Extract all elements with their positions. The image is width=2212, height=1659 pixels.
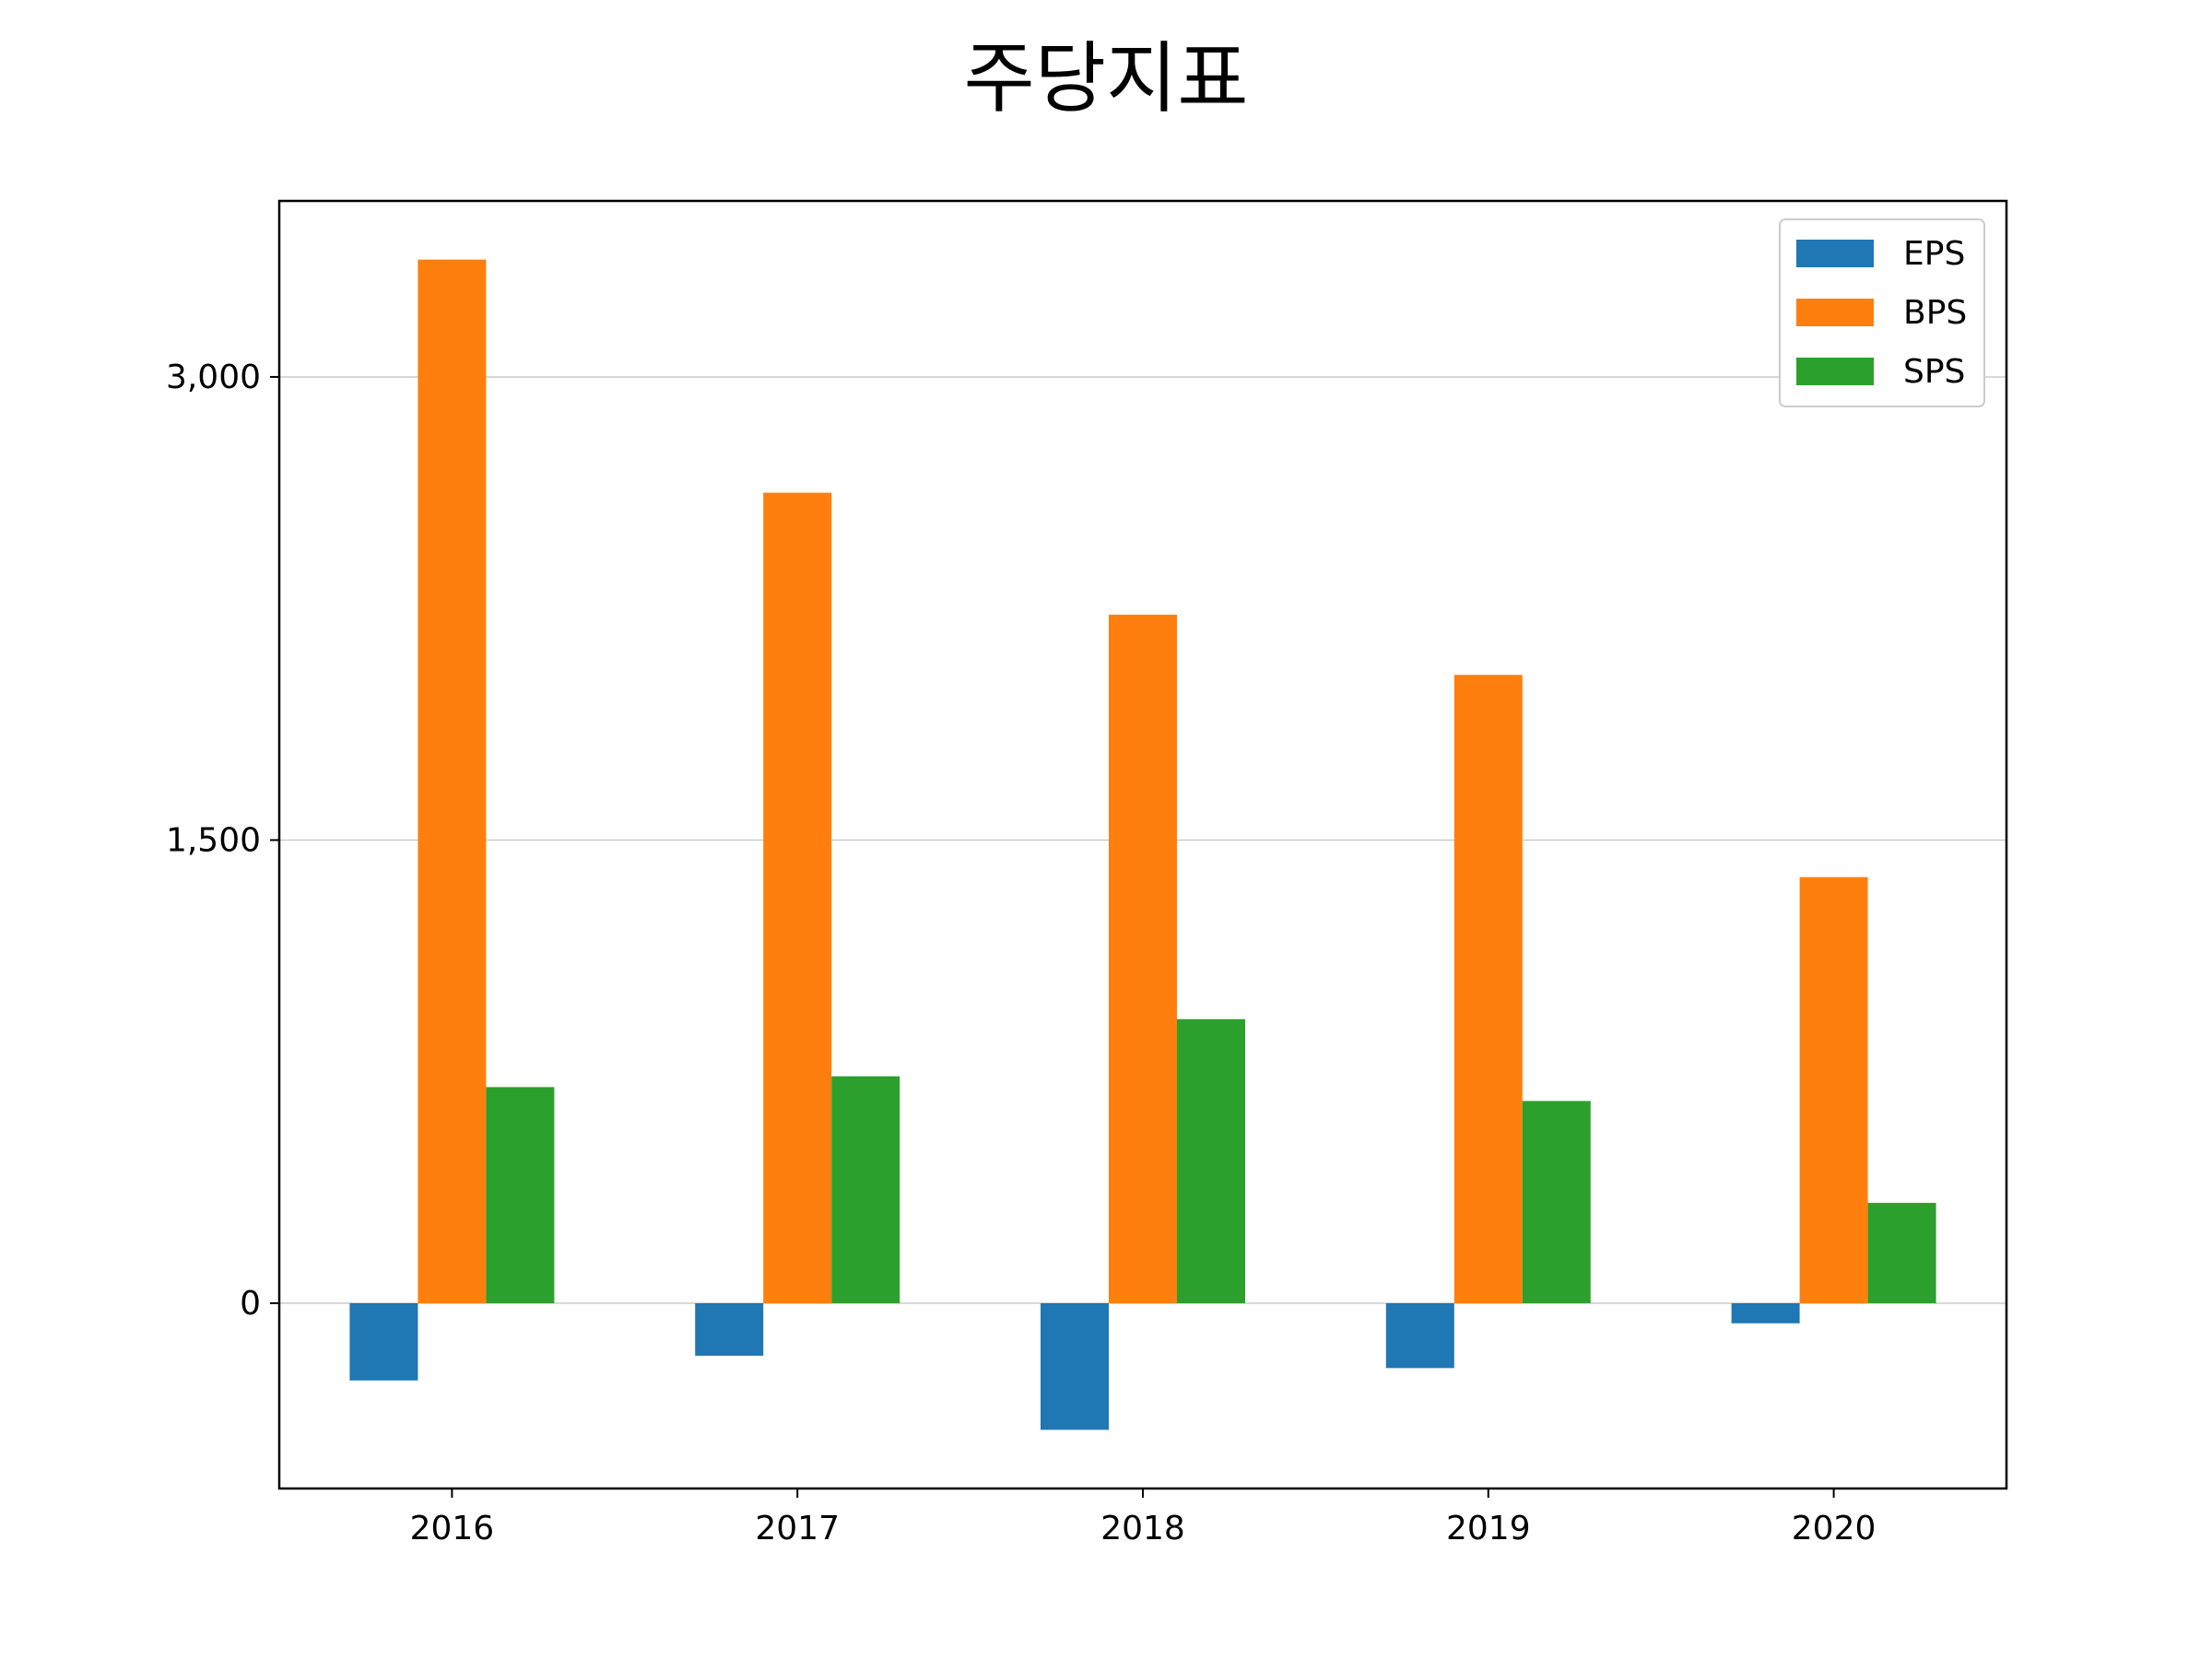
bar-eps-2020: [1731, 1302, 1800, 1324]
legend-label-bps: BPS: [1903, 294, 1967, 332]
y-tick-label: 0: [240, 1285, 261, 1323]
x-tick-label: 2017: [755, 1510, 840, 1547]
x-tick-label: 2018: [1100, 1510, 1185, 1547]
x-tick-label: 2020: [1792, 1510, 1877, 1547]
bar-sps-2018: [1177, 1018, 1245, 1303]
bar-eps-2017: [695, 1302, 764, 1356]
x-tick-label: 2016: [410, 1510, 495, 1547]
legend-swatch-eps: [1796, 240, 1874, 267]
bar-sps-2020: [1867, 1203, 1936, 1303]
legend-label-eps: EPS: [1903, 235, 1965, 273]
plot-frame: [277, 199, 2008, 1490]
legend-label-sps: SPS: [1903, 353, 1965, 391]
bar-eps-2018: [1041, 1302, 1109, 1430]
bar-bps-2017: [763, 492, 832, 1303]
bar-bps-2018: [1109, 614, 1177, 1303]
bar-eps-2016: [349, 1302, 418, 1381]
x-tick-label: 2019: [1446, 1510, 1531, 1547]
bar-bps-2016: [418, 259, 487, 1303]
bar-sps-2017: [831, 1076, 900, 1303]
bar-bps-2020: [1799, 877, 1868, 1303]
bar-sps-2019: [1522, 1100, 1591, 1303]
bar-bps-2019: [1453, 675, 1523, 1303]
y-tick-label: 1,500: [166, 821, 261, 859]
legend-swatch-sps: [1796, 358, 1874, 385]
bar-sps-2016: [486, 1087, 555, 1303]
bar-eps-2019: [1385, 1302, 1454, 1369]
chart-title: 주당지표: [963, 33, 1249, 124]
legend-swatch-bps: [1796, 299, 1874, 326]
y-tick-label: 3,000: [166, 359, 261, 396]
